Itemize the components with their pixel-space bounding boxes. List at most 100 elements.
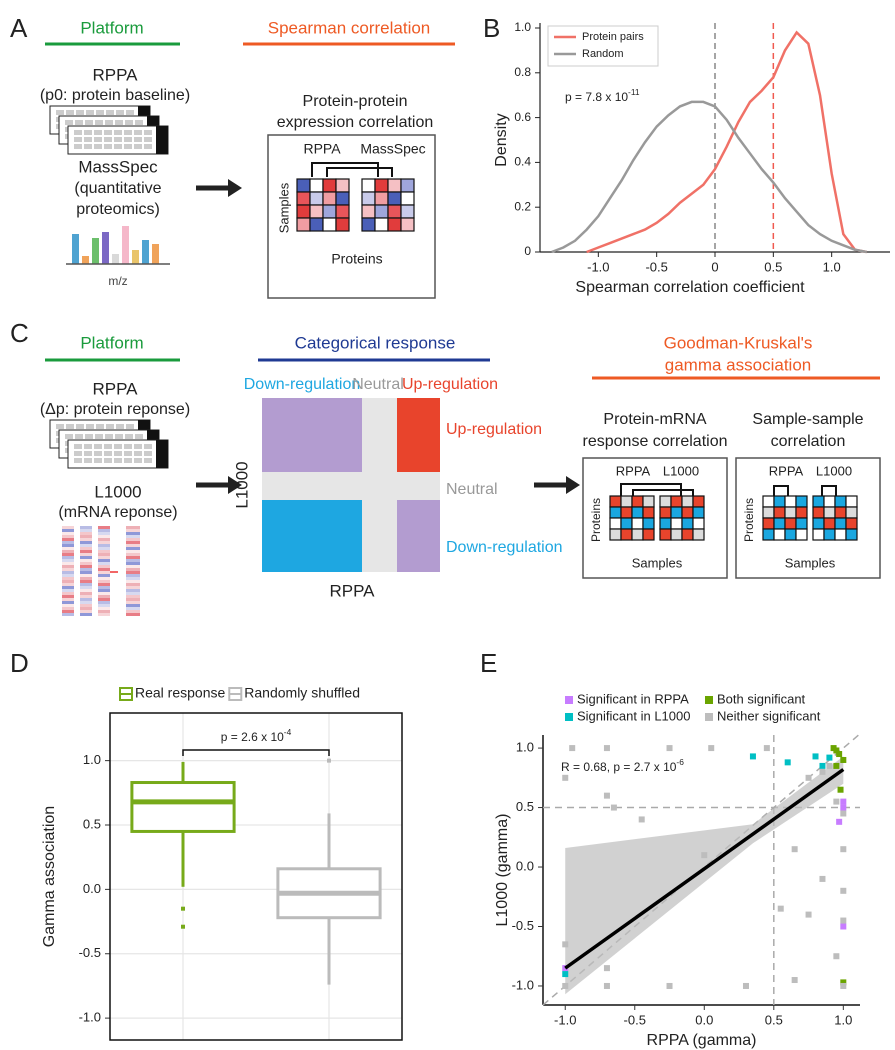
matrix-cell [659, 528, 672, 541]
matrix-cell [681, 495, 694, 508]
label: Platform [80, 18, 143, 37]
slide-cell [134, 130, 142, 135]
matrix-cell [692, 517, 705, 530]
slide-cell [94, 130, 102, 135]
stripe [126, 556, 140, 559]
spectrum-bar [142, 240, 149, 264]
panel-box [582, 457, 728, 579]
matrix-cell [400, 217, 415, 232]
point [569, 745, 576, 752]
stripe [126, 535, 140, 538]
significance-bracket [182, 749, 330, 756]
matrix-cell [374, 204, 389, 219]
slide-cell [56, 110, 64, 115]
label: Proteins [331, 251, 382, 267]
y-tick-label: 0.0 [516, 858, 534, 873]
y-tick-label: 1.0 [514, 20, 531, 34]
bracket [326, 167, 393, 177]
matrix-cell [387, 204, 402, 219]
slide-cell [126, 110, 134, 115]
slide-cell [94, 144, 102, 149]
stripe [98, 586, 110, 589]
point [840, 923, 847, 930]
stripe [98, 574, 110, 577]
x-tick-label: 1.0 [834, 1012, 852, 1027]
matrix-cell [784, 517, 797, 530]
stripe [80, 562, 92, 565]
plot-border [109, 712, 403, 1041]
label: Protein-protein [303, 93, 408, 110]
matrix-cell [762, 517, 775, 530]
stripe [80, 595, 92, 598]
slide-cell [125, 120, 133, 125]
label: Goodman-Kruskal's [664, 333, 813, 352]
point [837, 786, 844, 793]
point [603, 745, 610, 752]
arrow-head [566, 476, 580, 494]
x-tick-label: -0.5 [624, 1012, 646, 1027]
label: (quantitative [74, 180, 161, 197]
slide-cell [74, 444, 82, 449]
slide-cell [66, 424, 74, 429]
matrix-cell [834, 517, 847, 530]
stripe [80, 559, 92, 562]
label: RPPA [616, 463, 651, 478]
y-tick-label: 0.5 [83, 816, 101, 831]
slide-cell [135, 434, 143, 439]
slide-cell [96, 110, 104, 115]
stripe [62, 613, 74, 616]
matrix-cell [361, 178, 376, 193]
label: Protein-mRNA [603, 411, 706, 428]
matrix-cell [642, 495, 655, 508]
slide-cell [105, 434, 113, 439]
label: Up-regulation [446, 421, 542, 438]
point [610, 804, 617, 811]
matrix-cell [812, 495, 825, 508]
point [562, 774, 569, 781]
slide-cell [106, 110, 114, 115]
stripe [62, 589, 74, 592]
point [836, 751, 843, 758]
label: RPPA [769, 463, 804, 478]
spectrum-bar [92, 238, 99, 264]
y-tick-label: 0 [524, 244, 531, 258]
annotation-exponent: -11 [628, 87, 640, 97]
slide-cell [114, 137, 122, 142]
matrix-cell [681, 506, 694, 519]
spectrum-bar [112, 254, 119, 264]
stripe [80, 568, 92, 571]
panel-label: E [480, 648, 497, 678]
category-cell [397, 500, 440, 572]
stripe [80, 541, 92, 544]
stripe [126, 541, 140, 544]
legend-label: Neither significant [717, 708, 821, 723]
y-axis-label: L1000 (gamma) [494, 814, 511, 927]
legend-swatch [565, 696, 573, 704]
x-tick-label: 1.0 [823, 259, 841, 274]
matrix-cell [681, 528, 694, 541]
slide-cell [134, 137, 142, 142]
matrix-cell [309, 204, 324, 219]
slide-cell [134, 144, 142, 149]
slide-cell [94, 458, 102, 463]
slide-cell [104, 137, 112, 142]
point [749, 753, 756, 760]
slide-cell [105, 120, 113, 125]
stripe [80, 574, 92, 577]
point [833, 798, 840, 805]
slide-cell [104, 451, 112, 456]
point [805, 911, 812, 918]
slide-cell [114, 458, 122, 463]
slide-cell [144, 444, 152, 449]
y-tick-label: 0.4 [514, 155, 531, 169]
label: (Δp: protein reponse) [40, 401, 190, 418]
matrix-cell [322, 217, 337, 232]
point [603, 982, 610, 989]
point [833, 762, 840, 769]
slide-cell [85, 434, 93, 439]
matrix-cell [631, 528, 644, 541]
point [701, 852, 708, 859]
matrix-cell [631, 517, 644, 530]
slide-cell [124, 144, 132, 149]
slide-cell [85, 120, 93, 125]
